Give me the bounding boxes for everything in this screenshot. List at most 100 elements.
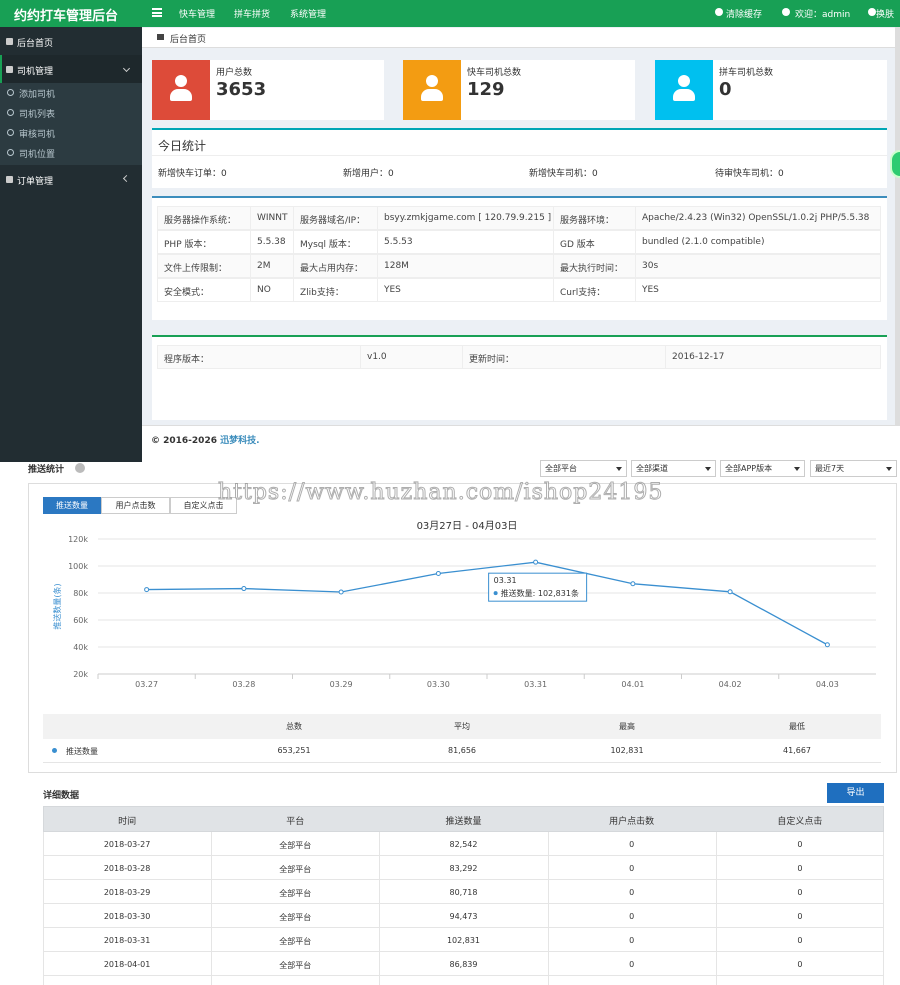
menu-toggle[interactable] — [152, 8, 162, 17]
breadcrumb-icon — [157, 34, 164, 40]
summary-cell: 653,251 — [277, 746, 311, 755]
detail-row — [43, 976, 884, 985]
header-action[interactable]: 欢迎：admin — [795, 10, 851, 20]
sidebar-icon — [6, 38, 13, 45]
filter-caret — [705, 467, 711, 471]
cell-border — [293, 230, 294, 254]
cell-border — [379, 856, 381, 880]
filter-select[interactable] — [631, 460, 716, 477]
submenu-link[interactable]: 审核司机 — [19, 130, 56, 140]
stat-label: 快车司机总数 — [467, 68, 522, 78]
cell-border — [547, 952, 549, 976]
server-cell: 128M — [384, 261, 409, 271]
export-button[interactable]: 导出 — [827, 783, 884, 803]
detail-cell: 0 — [797, 912, 803, 921]
detail-cell: 0 — [629, 912, 635, 921]
server-cell: NO — [257, 285, 271, 295]
today-item: 待审快车司机：0 — [715, 166, 784, 179]
stat-icon-head — [175, 75, 187, 87]
today-box — [152, 128, 887, 188]
version-cell: 程序版本： — [164, 355, 210, 365]
cell-border — [211, 928, 213, 952]
version-cell: 更新时间： — [469, 355, 515, 365]
cell-border — [211, 880, 213, 904]
cell-border — [635, 230, 636, 254]
detail-cell: 0 — [629, 864, 635, 873]
cell-border — [379, 928, 381, 952]
server-cell: Curl支持： — [560, 288, 606, 298]
cell-border — [635, 254, 636, 278]
submenu-dot — [7, 109, 14, 116]
column-header: 平台 — [286, 817, 305, 827]
filter-caret — [616, 467, 622, 471]
cell-border — [665, 345, 666, 369]
cell-border — [377, 206, 378, 230]
cell-border — [379, 976, 381, 985]
cell-border — [211, 832, 213, 856]
detail-cell: 2018-03-30 — [103, 912, 151, 921]
sidebar-item[interactable] — [0, 55, 142, 83]
detail-row — [43, 904, 884, 928]
detail-cell: 全部平台 — [279, 841, 312, 850]
tab[interactable]: 用户点击数 — [101, 497, 170, 514]
nav-link[interactable]: 系统管理 — [290, 10, 327, 20]
tab[interactable]: 自定义点击 — [170, 497, 237, 514]
today-label: 新增快车订单： — [158, 169, 222, 179]
help-icon — [75, 463, 85, 473]
filter-caret — [886, 467, 892, 471]
sidebar-label: 订单管理 — [17, 177, 54, 187]
stat-icon-box — [403, 60, 461, 120]
cell-border — [547, 928, 549, 952]
nav-link[interactable]: 快车管理 — [179, 10, 216, 20]
side-widget — [890, 150, 900, 178]
summary-header: 总数 — [286, 722, 302, 731]
cell-border — [377, 230, 378, 254]
detail-row — [43, 856, 884, 880]
server-row — [157, 206, 881, 230]
cell-border — [715, 856, 717, 880]
sidebar-label: 司机管理 — [17, 67, 54, 77]
stat-icon-head — [678, 75, 690, 87]
header-action[interactable]: 换肤 — [876, 10, 895, 20]
filter-label: 最近7天 — [815, 464, 845, 473]
cell-border — [715, 928, 717, 952]
filter-select[interactable] — [720, 460, 805, 477]
detail-cell: 83,292 — [449, 864, 478, 873]
cell-border — [250, 230, 251, 254]
cell-border — [553, 230, 554, 254]
menu-toggle-bar — [152, 12, 162, 14]
cell-border — [715, 832, 717, 856]
cell-border — [250, 206, 251, 230]
cell-border — [715, 904, 717, 928]
company-link[interactable]: 迅梦科技. — [220, 436, 260, 446]
cell-border — [211, 976, 213, 985]
submenu-link[interactable]: 司机位置 — [19, 150, 56, 160]
header-action[interactable]: 清除缓存 — [726, 10, 763, 20]
server-cell: 30s — [642, 261, 659, 271]
cell-border — [250, 278, 251, 302]
detail-cell: 2018-03-29 — [103, 888, 151, 897]
filter-select[interactable] — [810, 460, 897, 477]
today-label: 新增用户： — [343, 169, 389, 179]
detail-cell: 全部平台 — [279, 889, 312, 898]
push-title: 推送统计 — [28, 465, 65, 475]
version-cell: v1.0 — [367, 352, 387, 362]
detail-cell: 2018-03-27 — [103, 840, 151, 849]
cell-border — [379, 904, 381, 928]
nav-link[interactable]: 拼车拼货 — [234, 10, 271, 20]
server-cell: 服务器域名/IP： — [300, 216, 366, 226]
stat-label: 用户总数 — [216, 68, 253, 78]
top-bar — [0, 0, 900, 27]
breadcrumb[interactable]: 后台首页 — [170, 35, 207, 45]
server-cell: 5.5.38 — [257, 237, 286, 247]
tab[interactable]: 推送数量 — [43, 497, 101, 514]
brand: 约约打车管理后台 — [14, 9, 119, 24]
submenu-link[interactable]: 司机列表 — [19, 110, 56, 120]
footer-bg — [142, 425, 900, 450]
filter-select[interactable] — [540, 460, 627, 477]
submenu-link[interactable]: 添加司机 — [19, 90, 56, 100]
stat-value: 0 — [719, 79, 732, 100]
stat-icon-box — [655, 60, 713, 120]
detail-cell: 全部平台 — [279, 937, 312, 946]
